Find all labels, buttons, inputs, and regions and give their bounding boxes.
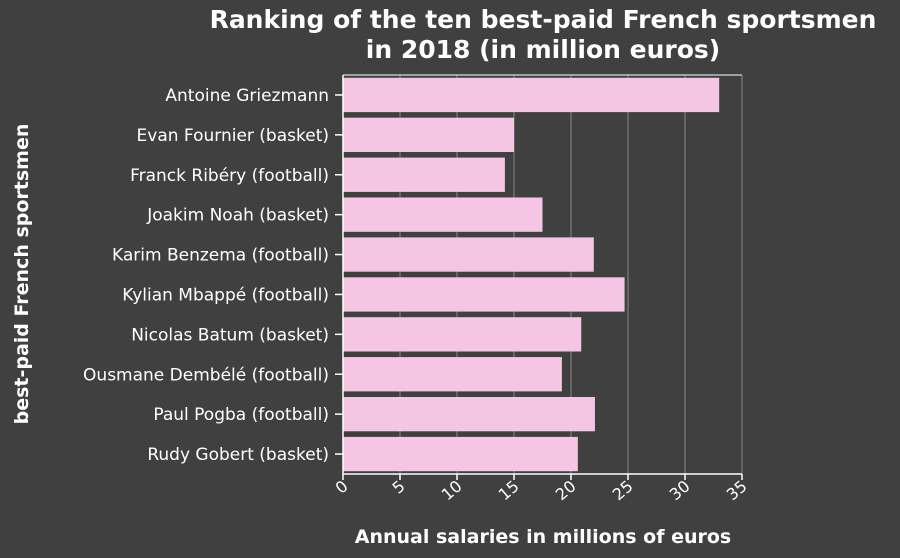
category-label: Evan Fournier (basket) [137,126,329,146]
x-axis-title: Annual salaries in millions of euros [355,526,731,548]
chart-title-line-1: Ranking of the ten best-paid French spor… [210,5,877,34]
bar [343,277,625,312]
category-label: Joakim Noah (basket) [146,206,329,226]
category-label: Paul Pogba (football) [153,405,329,425]
category-label: Nicolas Batum (basket) [131,325,329,345]
category-label: Kylian Mbappé (football) [122,285,329,305]
category-label: Franck Ribéry (football) [130,166,329,186]
chart-title-line-2: in 2018 (in million euros) [366,35,720,64]
category-label: Ousmane Dembélé (football) [83,365,329,385]
bars [343,77,720,472]
category-label: Karim Benzema (football) [112,246,329,266]
bar [343,396,595,432]
bar [343,197,543,232]
bar [343,357,562,392]
bar [343,117,514,153]
bar [343,157,505,192]
bar [343,436,578,472]
bar [343,317,582,352]
category-label: Antoine Griezmann [165,86,329,106]
bar [343,237,594,272]
category-label: Rudy Gobert (basket) [147,445,329,465]
bar [343,77,720,113]
y-axis: Antoine Griezmann Evan Fournier (basket) F… [83,75,344,474]
y-axis-title: best-paid French sportsmen [11,124,33,425]
